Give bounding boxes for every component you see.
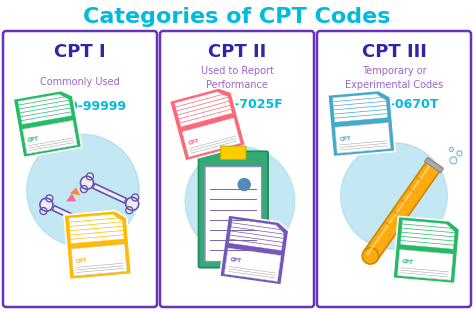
Text: CPT: CPT bbox=[75, 258, 88, 264]
FancyBboxPatch shape bbox=[160, 31, 314, 307]
Text: 0042T-0670T: 0042T-0670T bbox=[349, 97, 439, 110]
Polygon shape bbox=[425, 158, 443, 173]
Circle shape bbox=[86, 173, 93, 180]
Text: CPT III: CPT III bbox=[362, 43, 427, 61]
Circle shape bbox=[81, 186, 88, 193]
Circle shape bbox=[362, 248, 379, 264]
Text: CPT I: CPT I bbox=[54, 43, 106, 61]
FancyBboxPatch shape bbox=[220, 146, 246, 159]
Circle shape bbox=[27, 134, 139, 247]
Polygon shape bbox=[328, 90, 395, 157]
Text: CPT: CPT bbox=[402, 259, 414, 265]
Circle shape bbox=[126, 197, 139, 210]
Text: CPT: CPT bbox=[229, 257, 242, 264]
Polygon shape bbox=[70, 188, 80, 195]
FancyBboxPatch shape bbox=[3, 31, 157, 307]
FancyBboxPatch shape bbox=[199, 151, 268, 268]
Circle shape bbox=[40, 207, 47, 215]
Text: Used to Report
Performance: Used to Report Performance bbox=[201, 66, 273, 90]
Circle shape bbox=[457, 151, 462, 156]
Polygon shape bbox=[18, 94, 72, 124]
Circle shape bbox=[95, 233, 102, 240]
Circle shape bbox=[238, 178, 250, 191]
Polygon shape bbox=[229, 219, 284, 251]
Polygon shape bbox=[66, 193, 76, 202]
Polygon shape bbox=[69, 214, 124, 244]
Polygon shape bbox=[364, 158, 442, 261]
Text: CPT: CPT bbox=[27, 136, 40, 143]
Circle shape bbox=[101, 221, 108, 228]
Text: Commonly Used: Commonly Used bbox=[40, 77, 120, 87]
FancyBboxPatch shape bbox=[317, 31, 471, 307]
Polygon shape bbox=[13, 90, 82, 158]
Circle shape bbox=[132, 194, 139, 201]
FancyBboxPatch shape bbox=[205, 167, 262, 261]
Circle shape bbox=[450, 157, 457, 164]
Polygon shape bbox=[93, 184, 127, 203]
Circle shape bbox=[46, 195, 53, 202]
Polygon shape bbox=[393, 216, 460, 284]
Text: Categories of CPT Codes: Categories of CPT Codes bbox=[83, 7, 391, 27]
Circle shape bbox=[449, 147, 454, 151]
Polygon shape bbox=[64, 211, 132, 280]
Polygon shape bbox=[219, 215, 289, 285]
Text: Temporary or
Experimental Codes: Temporary or Experimental Codes bbox=[345, 66, 443, 90]
Polygon shape bbox=[52, 206, 96, 230]
Circle shape bbox=[185, 147, 295, 256]
Polygon shape bbox=[332, 94, 388, 122]
Circle shape bbox=[126, 207, 133, 214]
Polygon shape bbox=[400, 220, 455, 249]
Circle shape bbox=[341, 143, 447, 249]
Polygon shape bbox=[182, 118, 240, 157]
Polygon shape bbox=[224, 248, 281, 281]
Polygon shape bbox=[23, 120, 77, 154]
Polygon shape bbox=[398, 250, 453, 280]
Polygon shape bbox=[335, 123, 391, 153]
Text: CPT: CPT bbox=[339, 136, 351, 142]
Text: CPT II: CPT II bbox=[208, 43, 266, 61]
Circle shape bbox=[95, 224, 108, 237]
Circle shape bbox=[40, 198, 53, 211]
Polygon shape bbox=[174, 92, 232, 127]
Polygon shape bbox=[71, 244, 127, 276]
Text: 00000-99999: 00000-99999 bbox=[34, 100, 126, 113]
Text: 0001F-7025F: 0001F-7025F bbox=[191, 97, 283, 110]
Polygon shape bbox=[169, 88, 246, 161]
Text: CPT: CPT bbox=[188, 139, 201, 146]
Circle shape bbox=[81, 176, 93, 189]
